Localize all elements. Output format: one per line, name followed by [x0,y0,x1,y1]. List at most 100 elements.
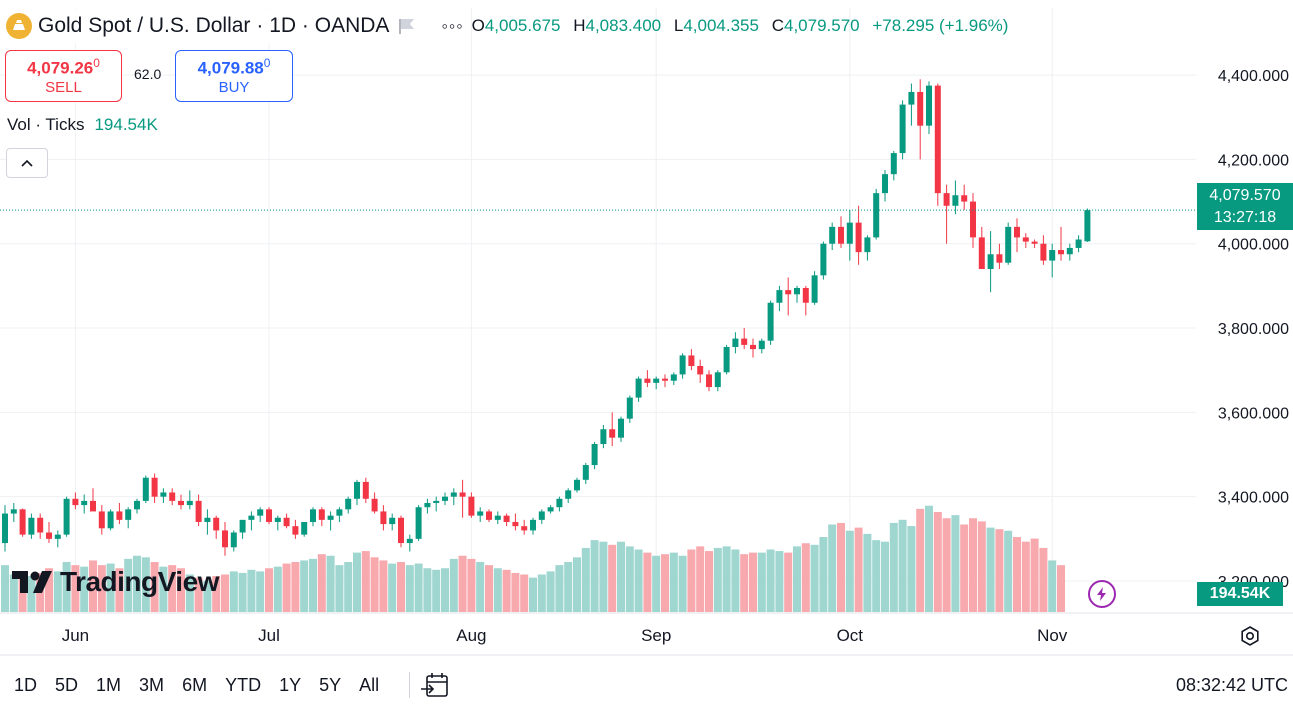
more-icon[interactable]: ◦◦◦ [441,15,464,36]
volume-bar [335,565,344,612]
candle-body [116,511,123,520]
volume-bar [872,540,881,612]
symbol-title[interactable]: Gold Spot / U.S. Dollar [38,14,251,37]
volume-bar [757,552,766,612]
buy-price: 4,079.88 [197,58,264,78]
candle-body [864,237,871,253]
candle-body [547,507,554,512]
volume-tag: 194.54K [1197,582,1283,606]
volume-bar [810,544,819,612]
open-value: 4,005.675 [484,16,561,35]
volume-bar [652,555,661,612]
range-5d[interactable]: 5D [55,674,79,695]
candle-body [54,534,61,539]
candle-body [151,477,158,497]
grid [0,8,1293,656]
candle-body [758,340,765,350]
x-tick-label: Oct [837,626,864,645]
candle-body [890,153,897,175]
range-1m[interactable]: 1M [96,674,122,695]
volume-bar [1021,541,1030,612]
volume-bar [493,568,502,612]
candle-body [266,509,272,522]
volume-bar [353,552,361,612]
candle-body [160,492,167,497]
candle-body [582,465,589,480]
volume-bar [766,549,775,612]
range-1y[interactable]: 1Y [279,674,302,695]
candle-body [142,477,149,501]
toolbar-divider [409,672,411,698]
volume-bar [388,563,397,612]
volume-bar [581,547,590,612]
goto-date-icon[interactable] [420,671,450,699]
candle-body [855,222,862,253]
sell-price: 4,079.26 [27,58,94,78]
volume-bar [282,563,291,612]
interval-source[interactable]: · 1D · OANDA [256,14,390,37]
high-label: H [573,16,586,35]
volume-bar [942,518,951,612]
volume-bar [969,518,977,612]
range-all[interactable]: All [359,674,380,695]
candle-body [477,511,484,516]
range-1d[interactable]: 1D [14,674,38,695]
candle-body [398,517,404,544]
settings-icon[interactable] [1238,624,1262,648]
candle-body [829,226,836,244]
range-5y[interactable]: 5Y [319,674,342,695]
collapse-button[interactable] [6,148,48,178]
volume-bar [784,552,793,612]
candle-body [459,492,466,497]
candle-body [653,378,660,383]
candle-body [389,517,396,525]
candle-body [899,104,906,154]
high-value: 4,083.400 [585,16,662,35]
volume-bar [265,568,273,612]
x-tick-label: Aug [456,626,486,645]
candle-body [556,498,563,508]
last-price-value: 4,079.570 [1209,187,1281,204]
sell-button[interactable]: 4,079.260 SELL [5,50,122,102]
range-3m[interactable]: 3M [139,674,165,695]
candle-body [494,515,501,520]
volume-bar [1013,537,1021,612]
flag-icon[interactable] [397,17,417,35]
volume-bar [185,574,194,612]
tradingview-logo[interactable]: TradingView [10,566,219,598]
open-label: O [471,16,485,35]
utc-clock[interactable]: 08:32:42 UTC [1175,674,1288,695]
volume-bar [229,571,238,612]
volume-bar [361,551,370,612]
last-price-tag: 4,079.570 13:27:18 [1197,183,1293,230]
buy-button[interactable]: 4,079.880 BUY [175,50,293,102]
candle-body [688,355,695,366]
price-chart[interactable]: 3,200.0003,400.0003,600.0003,800.0004,00… [0,0,1293,662]
volume-bar [247,569,256,612]
candle-body [318,509,325,520]
candle-body [987,254,994,270]
lightning-icon[interactable] [1088,580,1116,608]
candle-body [442,496,448,501]
volume-bar [485,565,493,612]
volume-bar [837,522,845,612]
volume-bar [828,524,837,612]
buy-label: BUY [218,78,250,96]
candle-body [336,509,343,516]
candle-body [169,492,176,501]
symbol-box[interactable]: Gold Spot / U.S. Dollar · 1D · OANDA ◦◦◦ [0,9,470,43]
candle-body [81,500,88,506]
volume-legend[interactable]: Vol · Ticks 194.54K [7,115,158,135]
volume-bar [309,558,317,612]
volume-bar [467,558,476,612]
candle-body [873,193,880,238]
volume-bar [590,540,599,612]
volume-bar [977,521,986,612]
candles [2,79,1091,556]
candle-body [1022,237,1029,242]
candle-body [838,226,844,244]
range-ytd[interactable]: YTD [225,674,262,695]
y-tick-label: 3,600.000 [1218,405,1289,422]
volume-bar [687,549,696,612]
range-6m[interactable]: 6M [182,674,208,695]
